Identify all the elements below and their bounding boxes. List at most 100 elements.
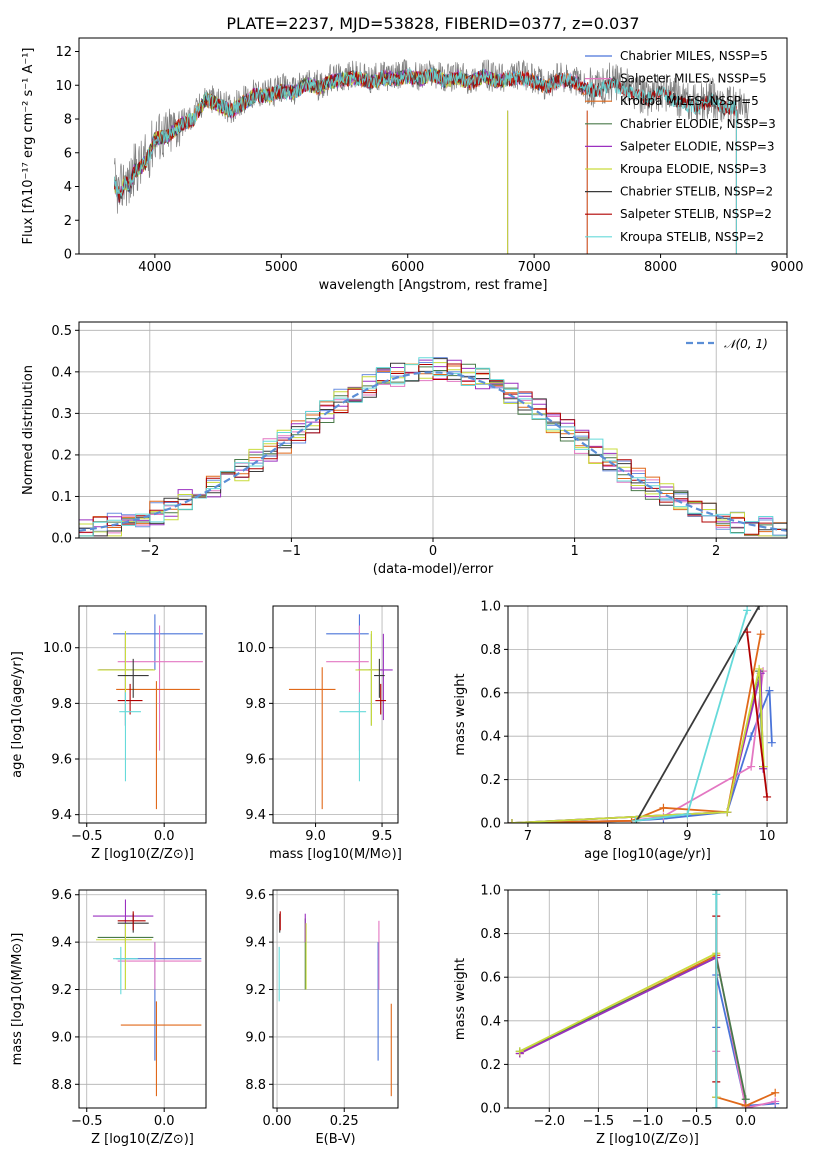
y-tick-label: 10.0 [43,641,72,656]
y-axis-label: age [log10(age/yr)] [10,651,25,778]
x-tick-label: 0.0 [735,1114,756,1129]
y-tick-label: 0.1 [51,490,72,505]
x-tick-label: 7000 [518,260,551,275]
y-tick-label: 10.0 [237,641,266,656]
mass-weight-line [511,670,764,823]
errorbar-point [326,625,369,751]
axes-frame [78,889,207,1109]
mass-weight-marker [771,1097,780,1106]
model-spectrum-line [113,67,737,198]
plot-area [113,59,750,254]
panel-age-vs-mass: 9.0 9.5 9.4 9.6 9.8 10.0 mass [log10(M/M⊙)] [237,605,402,862]
y-tick-label: 12 [55,45,72,60]
x-tick-label: 0.25 [330,1114,359,1129]
mass-weight-marker [765,686,774,695]
mass-weight-marker [712,890,721,899]
mass-weight-marker [683,810,692,819]
errorbar-point [278,946,280,1002]
mass-weight-marker [767,738,776,747]
x-tick-label: 0.0 [154,829,175,844]
plot-area [508,606,776,823]
x-tick-label: −2 [140,544,159,559]
y-axis-label: mass [log10(M/M⊙)] [10,933,25,1066]
panel-spectrum: Chabrier MILES, NSSP=5 Salpeter MILES, NS… [21,37,804,293]
legend-label: Chabrier ELODIE, NSSP=3 [620,117,776,131]
y-tick-label: 1.0 [480,600,501,615]
x-tick-label: 10 [759,829,776,844]
errorbar-point [117,683,143,715]
mass-weight-line [511,690,773,823]
x-axis-label: mass [log10(M/M⊙)] [269,847,402,862]
x-axis-label: age [log10(age/yr)] [584,847,711,862]
mass-weight-line [519,956,747,1100]
mass-weight-marker [747,732,756,741]
errorbar-point [374,658,385,698]
mass-weight-marker [712,1104,721,1108]
y-tick-label: 9.4 [51,936,72,951]
legend-label: Kroupa STELIB, NSSP=2 [620,230,764,244]
errorbar-point [119,692,141,782]
y-tick-label: 9.6 [245,888,266,903]
axes-frame [78,37,788,255]
x-tick-label: 2 [712,544,720,559]
y-tick-label: 0.0 [51,532,72,547]
plot-area [515,890,780,1108]
x-tick-label: 0 [429,544,437,559]
mass-weight-marker [756,630,765,639]
axes-frame [272,889,399,1109]
mass-weight-marker [631,816,640,823]
x-axis-label: E(B-V) [315,1132,355,1147]
errorbar-point [304,913,306,943]
legend: Chabrier MILES, NSSP=5 Salpeter MILES, NS… [585,49,776,244]
errorbar-point [377,942,379,1061]
errorbar-point [288,667,336,810]
y-tick-label: 0.8 [480,927,501,942]
errorbar-point [113,946,138,995]
panel-mass-vs-z: −0.5 0.0 8.8 9.0 9.2 9.4 9.6 Z [log10(Z/Z⊙)] mas… [10,888,207,1147]
y-tick-label: 9.0 [51,1030,72,1045]
errorbar-point [305,923,307,990]
x-axis-label: (data-model)/error [373,562,494,577]
mass-weight-marker [747,762,756,771]
y-tick-label: 9.6 [245,753,266,768]
mass-weight-line [511,673,764,823]
x-axis-label: wavelength [Angstrom, rest frame] [319,278,548,293]
y-tick-label: 0.0 [480,1102,501,1117]
y-tick-label: 9.8 [51,697,72,712]
y-tick-label: 9.4 [245,808,266,823]
y-tick-label: 9.8 [245,697,266,712]
mass-weight-marker [771,1088,780,1097]
x-tick-label: 0.00 [263,1114,292,1129]
errorbar-point [117,658,149,698]
y-tick-label: 8.8 [245,1078,266,1093]
errorbar-point [355,631,380,726]
mass-weight-marker [763,792,772,801]
x-tick-label: 7 [524,829,532,844]
x-tick-label: 4000 [138,260,171,275]
y-tick-label: 2 [64,214,72,229]
y-tick-label: 9.6 [51,888,72,903]
y-tick-label: 0.0 [480,817,501,832]
mass-weight-marker [659,803,668,812]
x-tick-label: −0.5 [71,829,103,844]
mass-weight-marker [743,606,752,615]
legend-label: 𝒩(0, 1) [724,337,768,351]
legend-label: Chabrier STELIB, NSSP=2 [620,185,773,199]
y-tick-label: 9.4 [51,808,72,823]
mass-weight-marker [755,606,764,610]
panel-massweight-vs-age: 7 8 9 10 0.0 0.2 0.4 0.6 0.8 1.0 age [log10(age/yr… [453,600,788,862]
x-tick-label: −1.0 [632,1114,664,1129]
y-tick-label: 9.4 [245,936,266,951]
axes-frame [272,605,399,824]
y-tick-label: 0.4 [51,365,72,380]
x-tick-label: −1 [282,544,301,559]
legend-label: Kroupa MILES, NSSP=5 [620,94,759,108]
y-tick-label: 9.2 [245,983,266,998]
y-tick-label: 6 [64,146,72,161]
y-axis-label: mass weight [453,958,468,1040]
model-spectrum-line [113,69,588,197]
figure-title: PLATE=2237, MJD=53828, FIBERID=0377, z=0… [226,14,639,33]
model-spectrum-line [113,68,588,203]
x-axis-label: Z [log10(Z/Z⊙)] [596,1132,699,1147]
